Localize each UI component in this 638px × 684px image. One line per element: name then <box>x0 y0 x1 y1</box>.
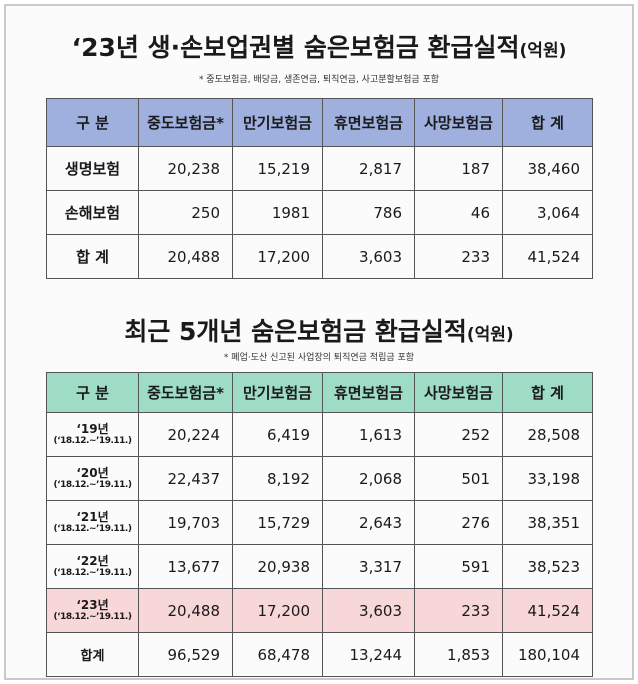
section2-title: 최근 5개년 숨은보험금 환급실적(억원) <box>6 312 632 348</box>
header-cell-total: 합 계 <box>502 372 593 413</box>
table-cell: 1,613 <box>322 412 415 457</box>
table-header-row: 구 분 중도보험금* 만기보험금 휴면보험금 사망보험금 합 계 <box>46 98 593 147</box>
row-label: ‘21년 (‘18.12.~’19.11.) <box>46 500 139 545</box>
table-cell: 68,478 <box>232 632 323 677</box>
table-cell: 20,938 <box>232 544 323 589</box>
table-cell: 250 <box>138 190 233 235</box>
row-label: 생명보험 <box>46 146 139 191</box>
year-label: ‘20년 <box>76 466 109 480</box>
header-cell-death: 사망보험금 <box>414 372 503 413</box>
section2-unit: (억원) <box>466 325 514 345</box>
table-cell: 1,853 <box>414 632 503 677</box>
year-label: ‘22년 <box>76 554 109 568</box>
row-label: ‘22년 (‘18.12.~’19.11.) <box>46 544 139 589</box>
header-cell-death: 사망보험금 <box>414 98 503 147</box>
table-cell: 233 <box>414 588 503 633</box>
table-cell: 786 <box>322 190 415 235</box>
header-cell-category: 구 분 <box>46 98 139 147</box>
table-cell: 20,488 <box>138 588 233 633</box>
section2-title-text: 최근 5개년 숨은보험금 환급실적 <box>124 317 467 346</box>
table-cell: 3,317 <box>322 544 415 589</box>
table-cell: 38,523 <box>502 544 593 589</box>
document-frame: ‘23년 생·손보업권별 숨은보험금 환급실적(억원) * 중도보험금, 배당금… <box>4 4 634 680</box>
period-label: (‘18.12.~’19.11.) <box>53 568 132 578</box>
table-cell: 20,224 <box>138 412 233 457</box>
section1-unit: (억원) <box>519 41 567 61</box>
year-label: ‘21년 <box>76 510 109 524</box>
table-row: 생명보험 20,238 15,219 2,817 187 38,460 <box>46 146 593 191</box>
table-cell: 22,437 <box>138 456 233 501</box>
header-cell-category: 구 분 <box>46 372 139 413</box>
table-row: 손해보험 250 1981 786 46 3,064 <box>46 190 593 235</box>
table-cell: 15,219 <box>232 146 323 191</box>
table-cell: 3,064 <box>502 190 593 235</box>
table-cell: 276 <box>414 500 503 545</box>
table-cell: 501 <box>414 456 503 501</box>
row-label: 합 계 <box>46 234 139 279</box>
row-label: ‘23년 (‘18.12.~’19.11.) <box>46 588 139 633</box>
header-cell-midterm: 중도보험금* <box>138 98 233 147</box>
table-cell: 46 <box>414 190 503 235</box>
header-cell-dormant: 휴면보험금 <box>322 372 415 413</box>
table-cell: 180,104 <box>502 632 593 677</box>
header-cell-maturity: 만기보험금 <box>232 98 323 147</box>
table-cell: 8,192 <box>232 456 323 501</box>
table-row: ‘22년 (‘18.12.~’19.11.) 13,677 20,938 3,31… <box>46 544 593 589</box>
table-cell: 19,703 <box>138 500 233 545</box>
section1-title: ‘23년 생·손보업권별 숨은보험금 환급실적(억원) <box>6 28 632 64</box>
table-cell: 13,244 <box>322 632 415 677</box>
section2-note: * 폐업·도산 신고된 사업장의 퇴직연금 적립금 포함 <box>223 353 415 363</box>
header-cell-total: 합 계 <box>502 98 593 147</box>
table-cell: 38,351 <box>502 500 593 545</box>
section1-title-text: ‘23년 생·손보업권별 숨은보험금 환급실적 <box>71 33 520 62</box>
row-label: ‘20년 (‘18.12.~’19.11.) <box>46 456 139 501</box>
section1-table: 구 분 중도보험금* 만기보험금 휴면보험금 사망보험금 합 계 생명보험 20… <box>46 98 593 279</box>
table-cell: 2,817 <box>322 146 415 191</box>
table-cell: 2,068 <box>322 456 415 501</box>
table-cell: 33,198 <box>502 456 593 501</box>
row-label: 합계 <box>46 632 139 677</box>
year-label: ‘23년 <box>76 598 109 612</box>
table-cell: 41,524 <box>502 588 593 633</box>
table-cell: 15,729 <box>232 500 323 545</box>
year-label: ‘19년 <box>76 422 109 436</box>
table-cell: 28,508 <box>502 412 593 457</box>
highlighted-table-row: ‘23년 (‘18.12.~’19.11.) 20,488 17,200 3,60… <box>46 588 593 633</box>
table-cell: 41,524 <box>502 234 593 279</box>
table-cell: 17,200 <box>232 234 323 279</box>
table-cell: 38,460 <box>502 146 593 191</box>
header-cell-dormant: 휴면보험금 <box>322 98 415 147</box>
table-cell: 20,238 <box>138 146 233 191</box>
table-cell: 6,419 <box>232 412 323 457</box>
table-cell: 187 <box>414 146 503 191</box>
table-header-row: 구 분 중도보험금* 만기보험금 휴면보험금 사망보험금 합 계 <box>46 372 593 413</box>
row-label: ‘19년 (‘18.12.~’19.11.) <box>46 412 139 457</box>
header-cell-midterm: 중도보험금* <box>138 372 233 413</box>
period-label: (‘18.12.~’19.11.) <box>53 436 132 446</box>
table-cell: 3,603 <box>322 234 415 279</box>
table-cell: 2,643 <box>322 500 415 545</box>
period-label: (‘18.12.~’19.11.) <box>53 480 132 490</box>
table-cell: 20,488 <box>138 234 233 279</box>
table-cell: 252 <box>414 412 503 457</box>
table-cell: 17,200 <box>232 588 323 633</box>
table-row: ‘20년 (‘18.12.~’19.11.) 22,437 8,192 2,068… <box>46 456 593 501</box>
table-cell: 96,529 <box>138 632 233 677</box>
section1-note: * 중도보험금, 배당금, 생존연금, 퇴직연금, 사고분할보험금 포함 <box>198 75 440 85</box>
table-cell: 1981 <box>232 190 323 235</box>
row-label: 손해보험 <box>46 190 139 235</box>
table-cell: 3,603 <box>322 588 415 633</box>
table-row: ‘21년 (‘18.12.~’19.11.) 19,703 15,729 2,64… <box>46 500 593 545</box>
period-label: (‘18.12.~’19.11.) <box>53 612 132 622</box>
table-cell: 13,677 <box>138 544 233 589</box>
table-row: ‘19년 (‘18.12.~’19.11.) 20,224 6,419 1,613… <box>46 412 593 457</box>
section2-table: 구 분 중도보험금* 만기보험금 휴면보험금 사망보험금 합 계 ‘19년 (‘1… <box>46 372 593 677</box>
header-cell-maturity: 만기보험금 <box>232 372 323 413</box>
period-label: (‘18.12.~’19.11.) <box>53 524 132 534</box>
total-row: 합계 96,529 68,478 13,244 1,853 180,104 <box>46 632 593 677</box>
table-cell: 233 <box>414 234 503 279</box>
table-cell: 591 <box>414 544 503 589</box>
table-row: 합 계 20,488 17,200 3,603 233 41,524 <box>46 234 593 279</box>
